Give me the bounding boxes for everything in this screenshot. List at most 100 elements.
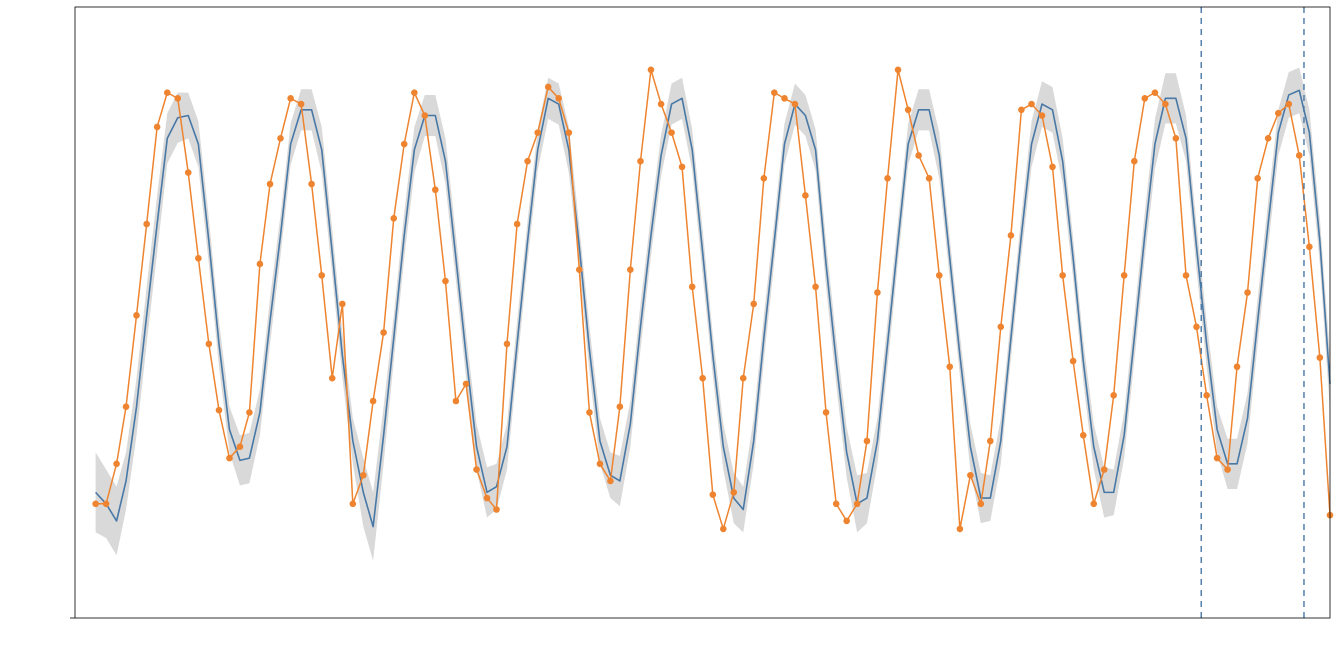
actual-marker (781, 95, 788, 102)
actual-marker (566, 129, 573, 136)
actual-marker (453, 398, 460, 405)
actual-marker (308, 181, 315, 188)
actual-marker (1193, 323, 1200, 330)
actual-marker (637, 158, 644, 165)
actual-marker (545, 84, 552, 91)
actual-marker (143, 221, 150, 228)
actual-marker (864, 438, 871, 445)
actual-marker (1121, 272, 1128, 279)
actual-marker (987, 438, 994, 445)
actual-marker (473, 466, 480, 473)
actual-marker (493, 506, 500, 513)
actual-marker (339, 301, 346, 308)
actual-marker (823, 409, 830, 416)
actual-marker (1018, 106, 1025, 113)
actual-marker (1039, 112, 1046, 119)
actual-marker (524, 158, 531, 165)
actual-marker (380, 329, 387, 336)
actual-marker (329, 375, 336, 382)
actual-marker (761, 175, 768, 182)
actual-marker (730, 489, 737, 496)
actual-marker (1265, 135, 1272, 142)
actual-marker (607, 478, 614, 485)
actual-marker (1203, 392, 1210, 399)
actual-marker (298, 101, 305, 108)
actual-marker (442, 278, 449, 285)
actual-marker (1131, 158, 1138, 165)
actual-marker (318, 272, 325, 279)
actual-marker (668, 129, 675, 136)
actual-marker (401, 141, 408, 148)
actual-marker (195, 255, 202, 262)
actual-marker (1306, 244, 1313, 251)
actual-marker (597, 461, 604, 468)
actual-marker (1285, 101, 1292, 108)
actual-marker (771, 89, 778, 96)
actual-marker (679, 164, 686, 171)
actual-marker (1070, 358, 1077, 365)
actual-marker (1049, 164, 1056, 171)
actual-marker (463, 381, 470, 388)
actual-marker (1059, 272, 1066, 279)
actual-marker (257, 261, 264, 268)
actual-marker (627, 266, 634, 273)
actual-marker (658, 101, 665, 108)
actual-marker (350, 500, 357, 507)
actual-marker (915, 152, 922, 159)
actual-marker (1296, 152, 1303, 159)
chart-svg (0, 0, 1344, 659)
actual-marker (504, 341, 511, 348)
actual-marker (216, 407, 223, 414)
actual-marker (1028, 101, 1035, 108)
actual-marker (123, 403, 130, 410)
actual-marker (895, 67, 902, 74)
actual-marker (287, 95, 294, 102)
actual-marker (699, 375, 706, 382)
actual-marker (967, 472, 974, 479)
actual-marker (390, 215, 397, 222)
actual-marker (689, 284, 696, 291)
actual-marker (1080, 432, 1087, 439)
actual-marker (874, 289, 881, 296)
actual-marker (1254, 175, 1261, 182)
actual-marker (113, 461, 120, 468)
actual-marker (978, 500, 985, 507)
actual-marker (133, 312, 140, 319)
actual-marker (164, 89, 171, 96)
actual-marker (422, 112, 429, 119)
time-series-chart (0, 0, 1344, 659)
actual-marker (1173, 135, 1180, 142)
actual-marker (226, 455, 233, 462)
actual-marker (185, 169, 192, 176)
actual-marker (267, 181, 274, 188)
actual-marker (92, 500, 99, 507)
actual-marker (1152, 89, 1159, 96)
actual-marker (710, 491, 717, 498)
actual-marker (997, 323, 1004, 330)
actual-marker (1275, 110, 1282, 117)
actual-marker (432, 186, 439, 193)
actual-marker (884, 175, 891, 182)
actual-marker (750, 301, 757, 308)
actual-marker (586, 409, 593, 416)
actual-marker (411, 89, 418, 96)
actual-marker (1110, 392, 1117, 399)
actual-marker (103, 500, 110, 507)
actual-marker (833, 500, 840, 507)
actual-marker (905, 106, 912, 113)
actual-marker (957, 526, 964, 533)
actual-marker (1090, 500, 1097, 507)
actual-marker (1141, 95, 1148, 102)
actual-marker (926, 175, 933, 182)
actual-marker (1008, 232, 1015, 239)
actual-marker (843, 518, 850, 525)
actual-marker (576, 266, 583, 273)
actual-marker (1214, 455, 1221, 462)
actual-marker (1234, 363, 1241, 370)
actual-marker (555, 95, 562, 102)
actual-marker (154, 124, 161, 131)
actual-marker (802, 192, 809, 199)
actual-marker (648, 67, 655, 74)
actual-marker (720, 526, 727, 533)
actual-marker (812, 284, 819, 291)
